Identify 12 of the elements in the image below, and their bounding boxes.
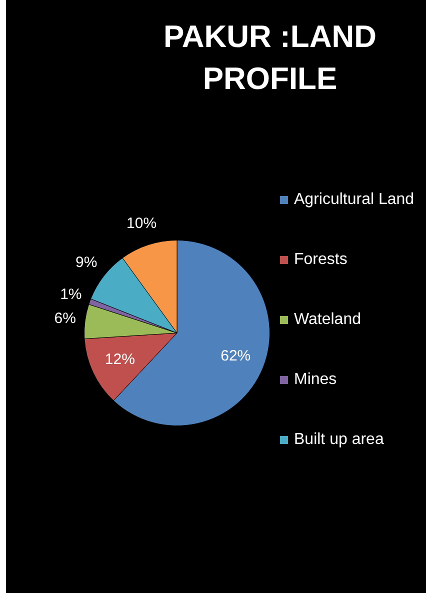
data-label: 62% <box>220 347 251 364</box>
data-label: 12% <box>104 350 135 368</box>
legend-label: Forests <box>293 250 348 270</box>
chart-title: PAKUR :LAND PROFILE <box>162 18 378 98</box>
legend-label: Wateland <box>293 310 362 330</box>
legend-label: Built up area <box>293 430 385 450</box>
data-label: 6% <box>54 310 76 328</box>
data-label: 1% <box>60 286 82 303</box>
data-label: 10% <box>126 215 157 232</box>
data-label: 9% <box>75 254 98 271</box>
legend-label: Mines <box>293 370 338 390</box>
legend-label: Agricultural Land <box>293 190 416 210</box>
